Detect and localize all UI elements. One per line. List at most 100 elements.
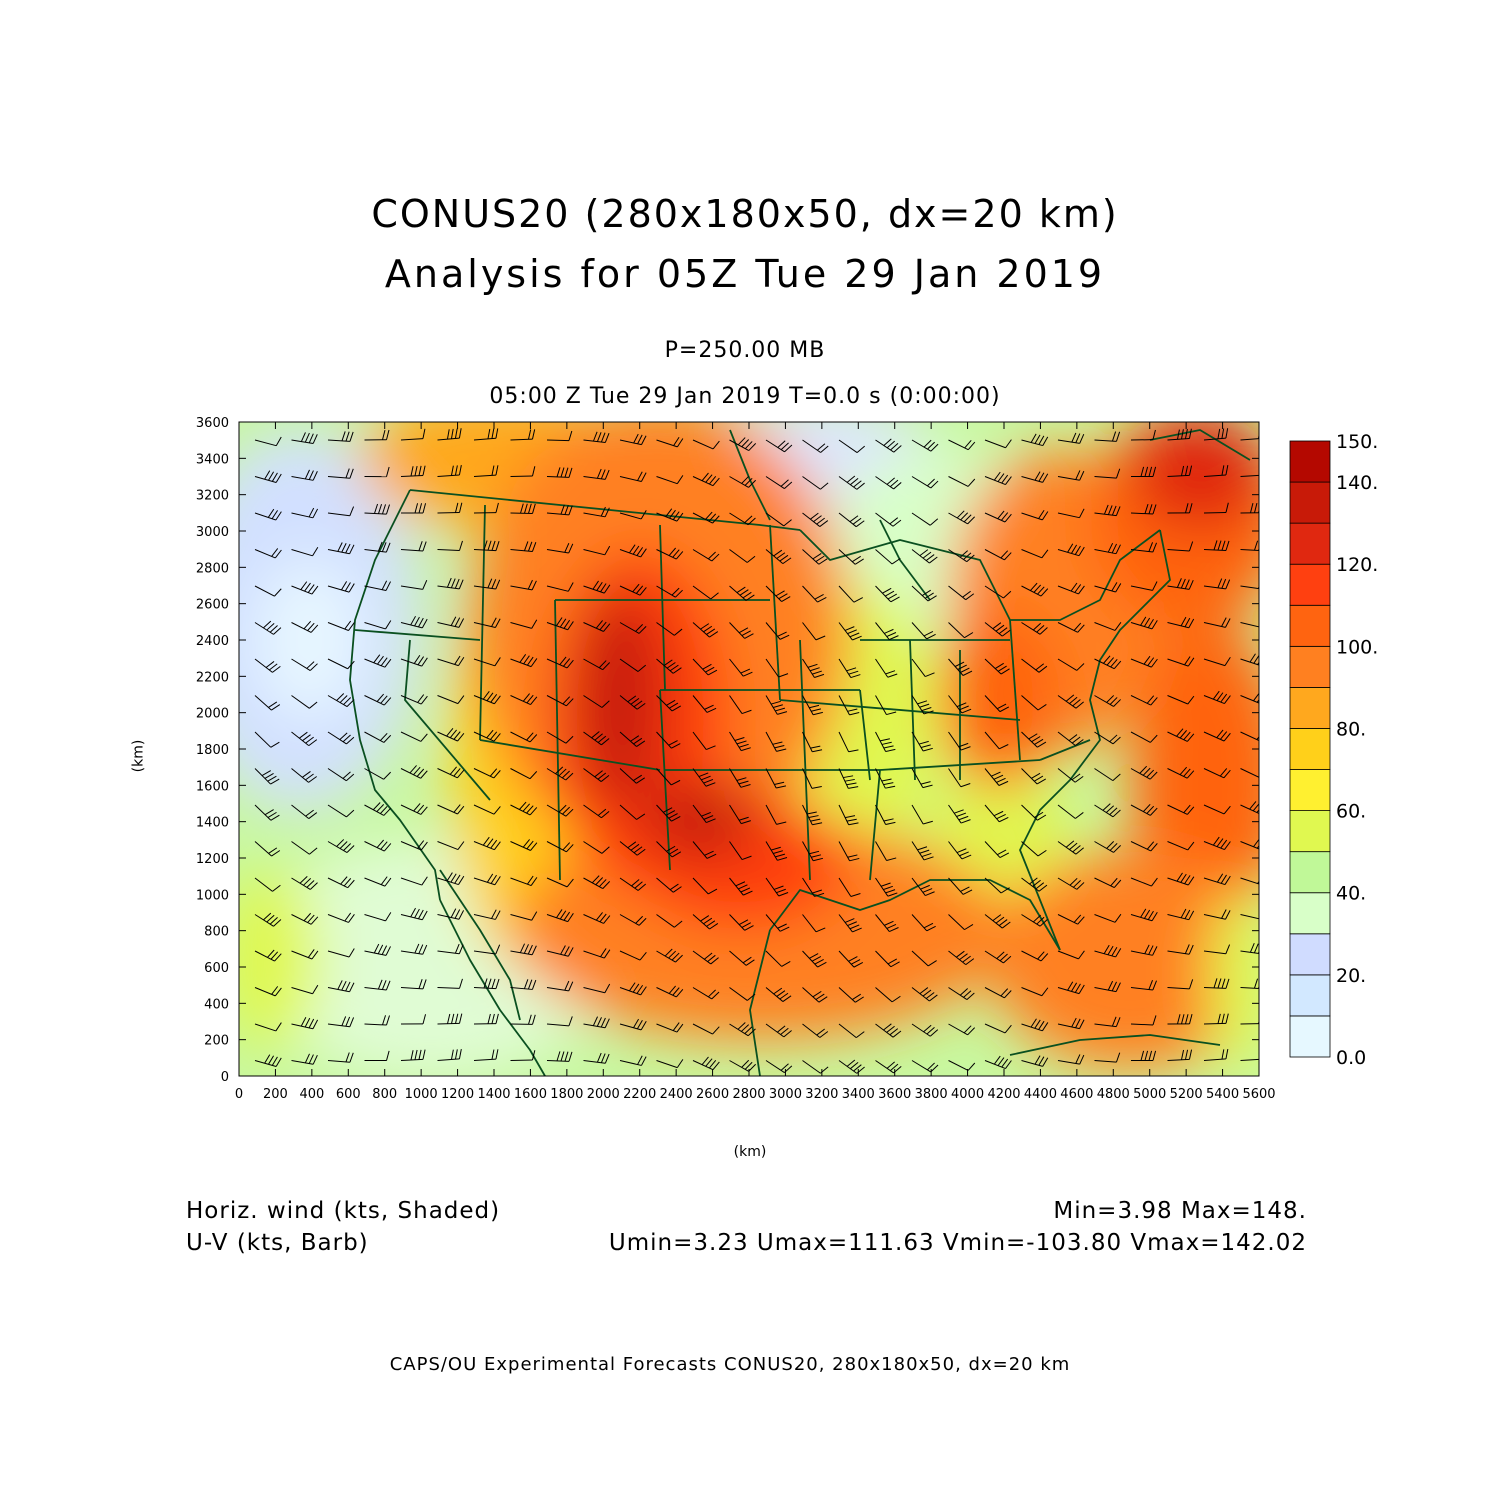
wind-barb [765,804,787,825]
wind-barb [473,804,501,815]
wind-barb [984,877,1010,894]
wind-barb [510,579,537,591]
wind-barb [437,616,465,628]
wind-barb [984,1055,1012,1069]
wind-barb [510,619,538,629]
x-tick-label: 3800 [915,1087,948,1102]
wind-barb [254,731,280,748]
wind-barb [838,877,861,897]
colorbar: 0.0 20. 40. 60. 80. 100. 120. 140. 150. [1289,431,1378,1069]
wind-barb [400,1014,427,1025]
wind-barb [1203,944,1231,955]
wind-barb [838,512,865,528]
wind-barb [437,1049,462,1061]
wind-barb [327,506,355,517]
colorbar-label: 60. [1336,801,1366,823]
wind-barb [692,731,716,751]
wind-barb [1094,1052,1121,1063]
wind-barb [729,1059,757,1072]
wind-barb [838,914,862,933]
wind-barb [364,1015,390,1026]
wind-barb [984,1023,1012,1034]
wind-barb [437,908,465,920]
colorbar-segment [1289,481,1331,524]
wind-barb [1021,582,1049,597]
wind-barb [765,512,792,527]
wind-barb [948,585,975,601]
wind-barb [1130,1050,1157,1061]
wind-barb [437,943,464,955]
x-tick-label: 5000 [1133,1087,1166,1102]
wind-barb [802,950,827,968]
wind-barb [948,695,972,714]
wind-barb [510,1050,536,1061]
wind-barb [473,578,501,590]
wind-barb [729,585,755,601]
x-tick-label: 4800 [1097,1087,1130,1102]
wind-barb [729,1022,756,1037]
wind-barb [984,471,1012,486]
wind-barb [619,877,647,891]
wind-barb [802,549,828,565]
wind-barb [364,620,392,630]
wind-barb [437,872,465,886]
wind-barb [838,1023,865,1039]
wind-barb [1167,1014,1193,1025]
wind-barb [327,768,355,782]
x-tick-label: 3400 [842,1087,875,1102]
x-tick-label: 1400 [477,1087,510,1102]
wind-barb [291,507,319,519]
wind-barb [656,768,681,786]
wind-barb [838,658,861,679]
wind-barb [1094,877,1122,889]
wind-speed-shading [239,422,1259,1076]
wind-barb [1130,655,1158,668]
wind-barb [473,978,500,990]
wind-barb [875,512,902,527]
x-tick-label: 800 [372,1087,397,1102]
wind-barb [510,875,538,887]
wind-barb [583,620,611,632]
wind-barb [400,876,428,886]
wind-barb [291,949,319,960]
wind-barb [948,476,976,487]
wind-barb [765,987,792,1002]
state-boundaries [349,429,1251,1076]
wind-barb [1203,465,1229,477]
wind-barb [510,979,537,990]
wind-barb [254,508,282,521]
wind-barb [1203,578,1231,590]
wind-barb [546,909,574,923]
wind-barb [327,876,355,889]
wind-barb [1057,950,1085,960]
wind-barb [1167,465,1193,477]
wind-barb [656,985,684,998]
wind-barb [473,873,501,886]
wind-barb [911,695,934,715]
x-tick-label: 5200 [1170,1087,1203,1102]
wind-barb [692,695,717,713]
x-tick-label: 4200 [987,1087,1020,1102]
x-tick-label: 4400 [1024,1087,1057,1102]
wind-barb [911,804,933,825]
wind-barb [692,877,718,895]
wind-barb [838,950,864,968]
wind-barb [1167,578,1194,590]
wind-barb [510,693,538,706]
wind-barb [619,622,647,634]
wind-barb [692,549,720,562]
plot-title-line2: Analysis for 05Z Tue 29 Jan 2019 [384,252,1106,296]
wind-barb [1094,542,1121,555]
wind-barb [619,510,647,520]
wind-barb [583,804,610,819]
minmax-stats: Min=3.98 Max=148. [1053,1198,1307,1224]
wind-barb [1130,466,1157,478]
wind-barb [656,475,684,485]
wind-barb [291,695,318,709]
wind-barb [473,944,501,955]
wind-barb [473,1049,499,1061]
wind-barb [802,1023,829,1038]
wind-barb [1094,841,1121,853]
wind-barb [254,841,281,857]
wind-barb [1167,872,1195,886]
